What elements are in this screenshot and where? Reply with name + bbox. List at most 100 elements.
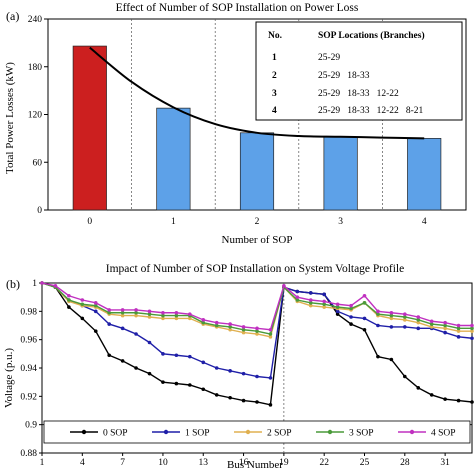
- data-point: [147, 340, 152, 345]
- y-tick-label: 120: [28, 111, 43, 121]
- data-point: [188, 312, 192, 316]
- data-point: [93, 303, 98, 308]
- plot-a-x-ticks: 0 1 2 3 4: [87, 217, 426, 227]
- data-point: [40, 281, 44, 285]
- data-point: [228, 322, 232, 326]
- data-point: [403, 312, 407, 316]
- table-row-3-no: 3: [272, 89, 277, 99]
- data-point: [470, 400, 474, 404]
- bar-4: [407, 138, 442, 211]
- series-4-sop: [40, 281, 474, 332]
- data-point: [147, 371, 152, 376]
- bar-0: [72, 45, 107, 211]
- x-tick-label: 19: [279, 458, 289, 468]
- data-point: [201, 318, 206, 322]
- legend-marker: [327, 429, 333, 435]
- data-point: [93, 301, 98, 305]
- data-point: [134, 310, 138, 315]
- data-point: [335, 312, 340, 316]
- legend-label: 0 SOP: [103, 429, 128, 439]
- data-point: [107, 310, 111, 315]
- data-point: [470, 323, 474, 328]
- y-tick-label: 60: [33, 158, 43, 168]
- x-tick-label: 25: [360, 458, 370, 468]
- x-tick-label: 13: [199, 458, 209, 468]
- data-point: [349, 315, 353, 319]
- data-point: [470, 326, 474, 331]
- chart-a-title: Effect of Number of SOP Installation on …: [116, 2, 359, 14]
- sop-locations-table: No. SOP Locations (Branches) 1 25-29 2 2…: [255, 21, 463, 121]
- table-header-no: No.: [268, 31, 282, 41]
- chart-a-xlabel: Number of SOP: [222, 234, 293, 246]
- chart-a-ylabel: Total Power Losses (kW): [4, 62, 16, 174]
- table-row-3-locations: 25-29 18-33 12-22: [318, 89, 399, 99]
- data-point: [362, 293, 367, 298]
- plot-b-x-ticks: 1 4 7 10 13 16 19 22 25 28 31: [40, 453, 450, 468]
- data-point: [470, 336, 474, 341]
- legend-label: 2 SOP: [267, 429, 292, 439]
- data-point: [429, 319, 434, 324]
- data-point: [134, 332, 138, 336]
- data-point: [322, 302, 326, 307]
- x-tick-label: 3: [338, 217, 343, 227]
- legend-marker: [245, 429, 251, 435]
- data-point: [389, 310, 394, 315]
- data-point: [416, 386, 421, 390]
- data-point: [93, 309, 98, 314]
- data-point: [174, 381, 179, 386]
- legend: 0 SOP 1 SOP 2 SOP 3 SOP 4 SOP: [43, 420, 471, 444]
- data-point: [389, 325, 394, 329]
- legend-item: 1 SOP: [152, 429, 210, 439]
- table-row-2-locations: 25-29 18-33: [318, 71, 370, 81]
- data-point: [295, 295, 300, 299]
- data-point: [389, 316, 394, 321]
- data-point: [188, 354, 192, 359]
- y-tick-label: 0.96: [20, 336, 37, 346]
- data-point: [456, 335, 461, 339]
- plot-b-series: [40, 281, 474, 407]
- data-point: [429, 325, 434, 329]
- data-point: [228, 325, 232, 329]
- data-point: [147, 312, 152, 316]
- panel-b-label: (b): [6, 277, 20, 291]
- legend-marker: [81, 429, 87, 435]
- data-point: [443, 320, 447, 325]
- table-row-1-locations: 25-29: [318, 53, 340, 63]
- legend-label: 4 SOP: [431, 429, 456, 439]
- y-tick-label: 240: [28, 15, 43, 25]
- table-row-4-locations: 25-29 18-33 12-22 8-21: [318, 106, 424, 116]
- data-point: [308, 291, 313, 295]
- bar-1: [156, 107, 191, 211]
- data-point: [80, 298, 85, 302]
- data-point: [80, 316, 85, 321]
- data-point: [349, 306, 353, 311]
- y-tick-label: 0.9: [25, 421, 37, 431]
- data-point: [322, 292, 326, 297]
- bar-3: [323, 136, 358, 211]
- legend-item: 3 SOP: [316, 429, 374, 439]
- table-frame: [255, 21, 463, 121]
- x-tick-label: 4: [422, 217, 427, 227]
- data-point: [53, 284, 58, 288]
- data-point: [403, 374, 407, 379]
- chart-b-xlabel: Bus Number: [227, 459, 283, 471]
- y-tick-label: 180: [28, 63, 43, 73]
- data-point: [161, 316, 165, 321]
- data-point: [376, 323, 380, 328]
- data-point: [214, 323, 219, 328]
- data-point: [161, 380, 165, 384]
- legend-marker: [409, 429, 415, 435]
- x-tick-label: 1: [171, 217, 176, 227]
- data-point: [349, 303, 353, 308]
- legend-item: 0 SOP: [70, 429, 128, 439]
- data-point: [120, 308, 125, 312]
- x-tick-label: 31: [440, 458, 450, 468]
- data-point: [268, 332, 273, 336]
- data-point: [255, 400, 259, 404]
- data-point: [443, 326, 447, 331]
- data-point: [188, 383, 192, 387]
- chart-b-title: Impact of Number of SOP Installation on …: [106, 263, 404, 275]
- data-point: [107, 353, 111, 358]
- data-point: [456, 329, 461, 333]
- data-point: [416, 315, 421, 319]
